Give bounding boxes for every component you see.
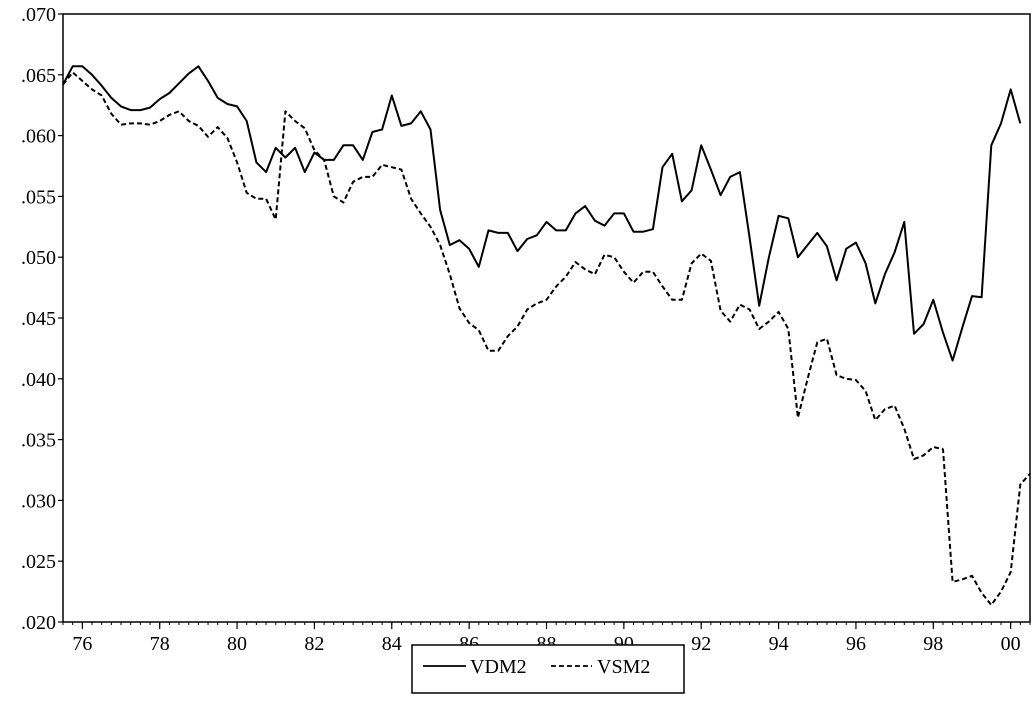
legend-label-vdm2: VDM2 <box>470 656 527 678</box>
x-tick-label: 76 <box>72 633 92 655</box>
x-tick-label: 84 <box>382 633 402 655</box>
y-tick-label: .040 <box>21 369 56 391</box>
x-tick-label: 96 <box>846 633 866 655</box>
y-tick-label: .050 <box>21 247 56 269</box>
x-tick-label: 00 <box>1001 633 1021 655</box>
y-tick-label: .035 <box>21 430 56 452</box>
series-line-vsm2 <box>62 71 1031 606</box>
x-tick-label: 94 <box>769 633 789 655</box>
plot-frame <box>62 13 1031 623</box>
x-tick-label: 98 <box>923 633 943 655</box>
series-line-vdm2 <box>62 65 1022 362</box>
legend-box <box>411 644 685 694</box>
x-tick-label: 78 <box>150 633 170 655</box>
y-tick-label: .030 <box>21 490 56 512</box>
x-tick-label: 82 <box>304 633 324 655</box>
plot-area <box>62 13 1031 623</box>
legend: VDM2 VSM2 <box>411 644 685 694</box>
y-tick-label: .070 <box>21 4 56 26</box>
y-tick-label: .025 <box>21 551 56 573</box>
legend-label-vsm2: VSM2 <box>597 656 650 678</box>
x-tick-label: 80 <box>227 633 247 655</box>
series-layer <box>62 65 1031 606</box>
y-tick-label: .060 <box>21 126 56 148</box>
x-axis: 76 78 80 82 84 86 88 90 92 94 96 98 00 <box>62 622 1031 655</box>
y-tick-label: .045 <box>21 308 56 330</box>
y-axis: .020 .025 .030 .035 .040 .045 .050 .055 .060 .065… <box>21 4 63 634</box>
x-tick-label: 92 <box>691 633 711 655</box>
y-tick-label: .065 <box>21 65 56 87</box>
y-tick-label: .055 <box>21 186 56 208</box>
y-tick-label: .020 <box>21 612 56 634</box>
